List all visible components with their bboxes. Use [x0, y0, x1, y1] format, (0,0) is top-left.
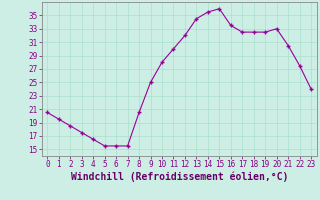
X-axis label: Windchill (Refroidissement éolien,°C): Windchill (Refroidissement éolien,°C)	[70, 172, 288, 182]
